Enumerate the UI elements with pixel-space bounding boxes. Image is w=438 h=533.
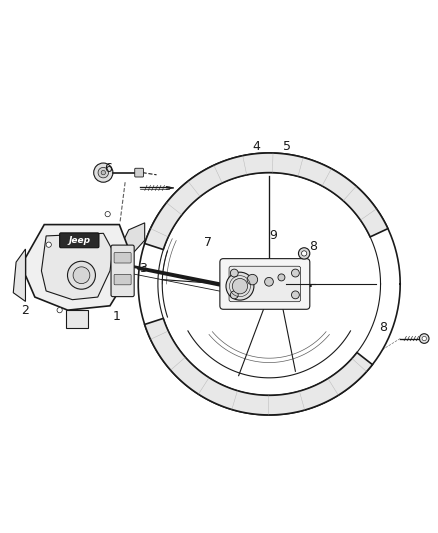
Polygon shape [145, 153, 388, 249]
Polygon shape [25, 224, 129, 310]
Circle shape [422, 336, 426, 341]
Text: 4: 4 [252, 140, 260, 153]
FancyBboxPatch shape [60, 233, 99, 248]
Text: 8: 8 [379, 321, 387, 334]
FancyBboxPatch shape [114, 274, 131, 285]
Circle shape [94, 163, 113, 182]
Circle shape [160, 175, 378, 393]
Circle shape [265, 277, 273, 286]
Text: 5: 5 [283, 140, 291, 153]
Polygon shape [119, 223, 145, 258]
Circle shape [232, 278, 247, 294]
FancyBboxPatch shape [114, 253, 131, 263]
Circle shape [67, 261, 95, 289]
Circle shape [57, 308, 62, 313]
Text: 3: 3 [139, 262, 147, 275]
Circle shape [230, 269, 238, 277]
FancyBboxPatch shape [229, 266, 300, 302]
Text: 7: 7 [204, 236, 212, 249]
Circle shape [73, 267, 90, 284]
FancyBboxPatch shape [220, 259, 310, 309]
Text: 2: 2 [21, 304, 28, 317]
Circle shape [105, 212, 110, 217]
Text: 8: 8 [309, 240, 317, 253]
Circle shape [291, 269, 299, 277]
Circle shape [247, 274, 258, 285]
Circle shape [301, 251, 307, 256]
FancyBboxPatch shape [111, 245, 134, 297]
Polygon shape [42, 233, 113, 300]
Circle shape [101, 171, 106, 175]
FancyBboxPatch shape [135, 168, 144, 177]
Text: 1: 1 [113, 310, 120, 323]
Circle shape [278, 274, 285, 281]
Text: Jeep: Jeep [68, 236, 90, 245]
Circle shape [226, 272, 254, 300]
Circle shape [230, 291, 238, 299]
Circle shape [46, 242, 51, 247]
Text: 6: 6 [104, 161, 112, 175]
Polygon shape [145, 318, 372, 415]
Circle shape [298, 248, 310, 259]
Circle shape [291, 291, 299, 299]
Circle shape [420, 334, 429, 343]
Text: 9: 9 [270, 229, 278, 243]
Polygon shape [66, 310, 88, 328]
Circle shape [98, 167, 109, 178]
Polygon shape [13, 249, 25, 302]
